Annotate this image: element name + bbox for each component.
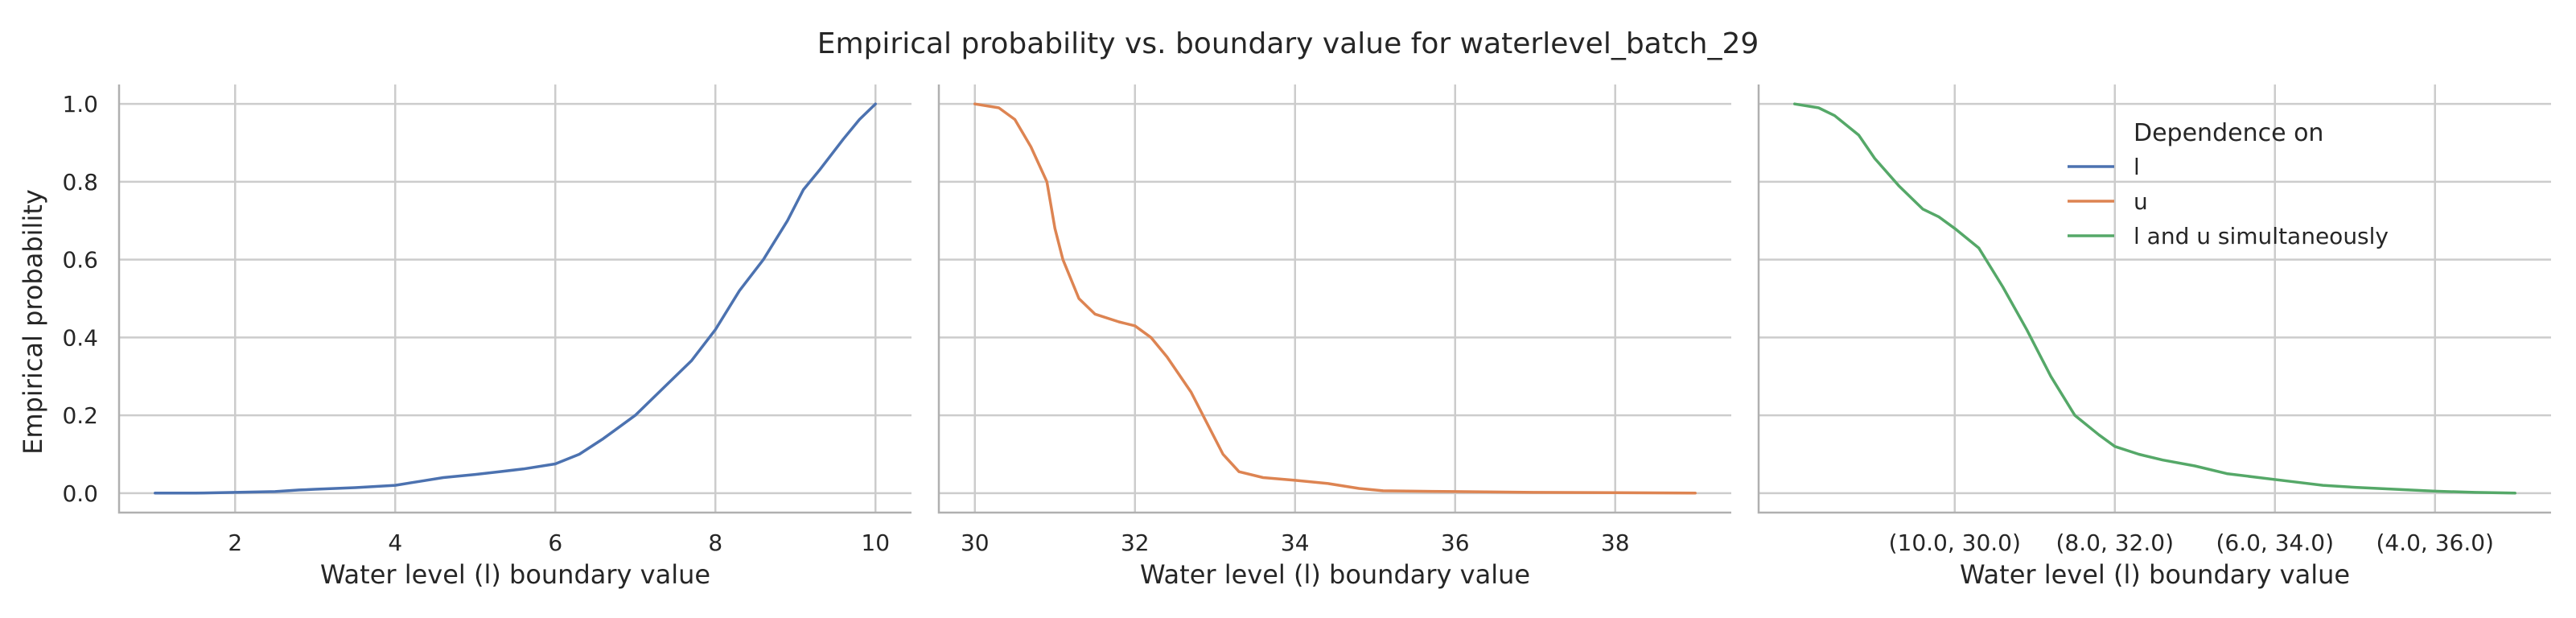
legend-label-lu: l and u simultaneously: [2134, 223, 2389, 249]
axis-spines: [117, 84, 911, 514]
x-tick-label: (4.0, 36.0): [2376, 529, 2494, 556]
y-axis-label: Empirical probability: [18, 189, 48, 455]
legend-label-u: u: [2134, 188, 2148, 215]
y-tick-label: 1.0: [62, 91, 98, 117]
x-axis-label: Water level (l) boundary value: [320, 559, 710, 590]
y-tick-label: 0.8: [62, 169, 98, 196]
x-tick-label: (10.0, 30.0): [1889, 529, 2021, 556]
x-axis-label: Water level (l) boundary value: [1140, 559, 1530, 590]
series-line-u: [973, 102, 1697, 495]
y-tick-label: 0.4: [62, 324, 98, 351]
x-tick-label: 4: [388, 529, 402, 556]
y-tick-label: 0.2: [62, 402, 98, 429]
y-tick-label: 0.0: [62, 480, 98, 507]
panel-l-and-u: (10.0, 30.0) (8.0, 32.0) (6.0, 34.0) (4.0, …: [1757, 84, 2551, 590]
x-tick-label: (6.0, 34.0): [2216, 529, 2334, 556]
x-tick-label: 34: [1281, 529, 1310, 556]
y-tick-label: 0.6: [62, 247, 98, 274]
figure-title: Empirical probability vs. boundary value…: [817, 27, 1759, 60]
x-tick-label: 30: [961, 529, 990, 556]
legend-title: Dependence on: [2134, 119, 2323, 147]
x-tick-label: 36: [1441, 529, 1470, 556]
x-tick-label: 10: [861, 529, 890, 556]
x-axis-label: Water level (l) boundary value: [1960, 559, 2350, 590]
panel-u: 30 32 34 36 38 Water level (l) boundary value: [937, 84, 1731, 590]
axis-spines: [1757, 84, 2551, 514]
x-tick-label: 32: [1121, 529, 1150, 556]
series-line-l: [154, 102, 877, 495]
x-tick-label: 8: [708, 529, 722, 556]
x-tick-label: (8.0, 32.0): [2055, 529, 2174, 556]
legend-label-l: l: [2134, 154, 2140, 180]
series-line-lu: [1793, 102, 2516, 495]
x-tick-label: 2: [228, 529, 242, 556]
panel-l: 0.0 0.2 0.4 0.6 0.8 1.0 2 4 6 8 10 Water level (l) …: [62, 84, 911, 590]
x-tick-label: 38: [1601, 529, 1630, 556]
x-tick-label: 6: [548, 529, 562, 556]
axis-spines: [937, 84, 1731, 514]
legend: Dependence on lu l and u simultaneously: [2068, 119, 2389, 249]
